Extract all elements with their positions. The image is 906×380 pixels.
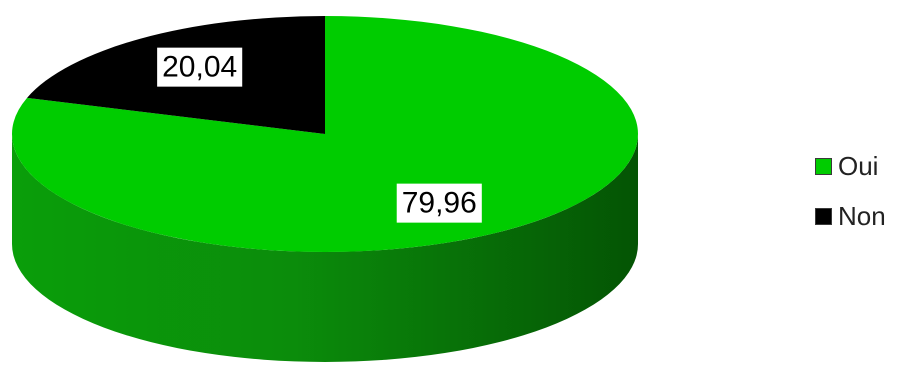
- legend-label-oui: Oui: [838, 151, 879, 181]
- legend-item-oui: Oui: [815, 150, 886, 182]
- data-label-box-non: [157, 47, 243, 87]
- legend: Oui Non: [815, 150, 886, 250]
- pie-data-labels: 79,96 20,04: [157, 47, 482, 223]
- legend-swatch-non: [815, 207, 832, 225]
- legend-label-non: Non: [838, 201, 886, 231]
- data-label-text-non: 20,04: [162, 51, 237, 84]
- pie-slices: [11, 16, 639, 252]
- data-label-box-oui: [396, 183, 482, 223]
- legend-item-non: Non: [815, 200, 886, 232]
- pie-side-oui: [12, 134, 638, 362]
- data-label-text-oui: 79,96: [402, 187, 477, 220]
- legend-swatch-oui: [815, 157, 832, 175]
- pie-side-wall: [12, 134, 638, 362]
- data-label-non: 20,04: [157, 47, 243, 87]
- data-label-oui: 79,96: [396, 183, 482, 223]
